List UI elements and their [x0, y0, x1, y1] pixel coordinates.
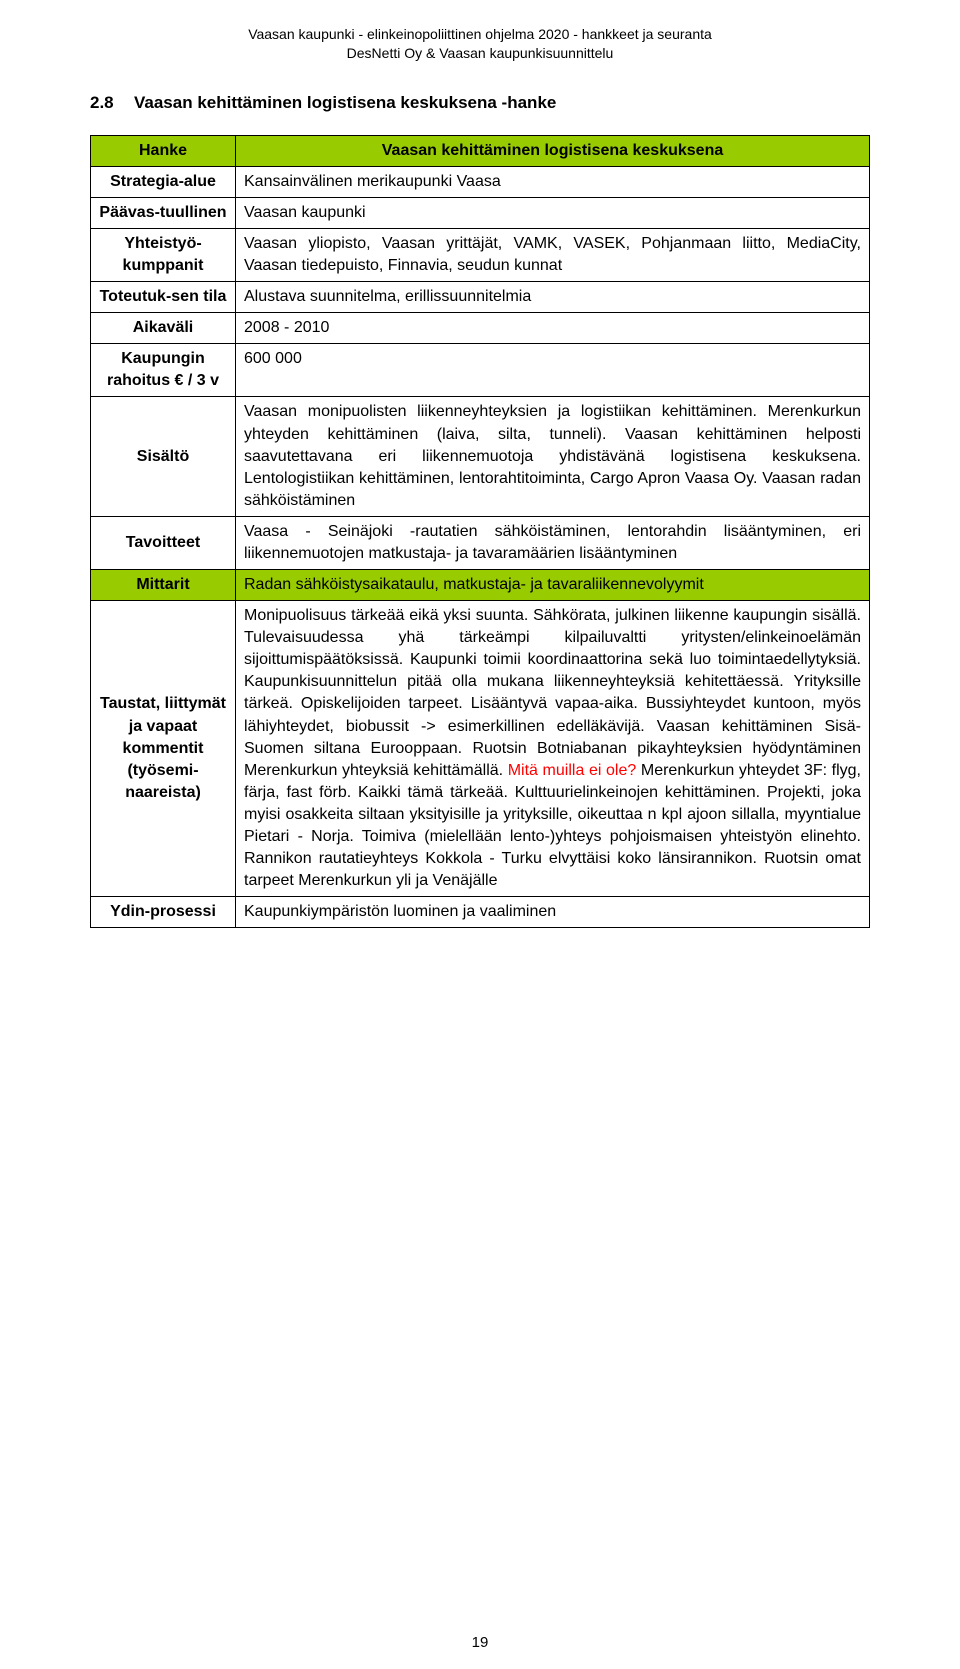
row-value: Vaasan kaupunki: [236, 197, 870, 228]
row-value: Vaasan monipuolisten liikenneyhteyksien …: [236, 397, 870, 516]
table-row: Päävas-tuullinenVaasan kaupunki: [91, 197, 870, 228]
row-value: Vaasa - Seinäjoki -rautatien sähköistämi…: [236, 516, 870, 569]
table-row: Yhteistyö-kumppanitVaasan yliopisto, Vaa…: [91, 229, 870, 282]
table-row: Aikaväli2008 - 2010: [91, 313, 870, 344]
row-label: Tavoitteet: [91, 516, 236, 569]
row-value-text: Monipuolisuus tärkeää eikä yksi suunta. …: [244, 607, 861, 779]
row-label: Päävas-tuullinen: [91, 197, 236, 228]
row-label: Ydin-prosessi: [91, 897, 236, 928]
page-number: 19: [0, 1634, 960, 1651]
row-label: Taustat, liittymät ja vapaat kommentit (…: [91, 601, 236, 897]
table-row: Toteutuk-sen tilaAlustava suunnitelma, e…: [91, 282, 870, 313]
row-value: Radan sähköistysaikataulu, matkustaja- j…: [236, 570, 870, 601]
section-heading: 2.8 Vaasan kehittäminen logistisena kesk…: [90, 93, 870, 113]
row-value-text-after: Merenkurkun yhteydet 3F: flyg, färja, fa…: [244, 762, 861, 889]
document-page: Vaasan kaupunki - elinkeinopoliittinen o…: [0, 0, 960, 1669]
row-value-question: Mitä muilla ei ole?: [508, 762, 637, 779]
info-table: HankeVaasan kehittäminen logistisena kes…: [90, 135, 870, 928]
row-value: Kaupunkiympäristön luominen ja vaalimine…: [236, 897, 870, 928]
section-number: 2.8: [90, 93, 134, 113]
table-row: TavoitteetVaasa - Seinäjoki -rautatien s…: [91, 516, 870, 569]
row-label: Toteutuk-sen tila: [91, 282, 236, 313]
page-header: Vaasan kaupunki - elinkeinopoliittinen o…: [90, 25, 870, 63]
header-line-1: Vaasan kaupunki - elinkeinopoliittinen o…: [90, 25, 870, 44]
row-value: Vaasan yliopisto, Vaasan yrittäjät, VAMK…: [236, 229, 870, 282]
info-table-body: HankeVaasan kehittäminen logistisena kes…: [91, 135, 870, 927]
row-value: 2008 - 2010: [236, 313, 870, 344]
table-row: Strategia-alueKansainvälinen merikaupunk…: [91, 166, 870, 197]
row-value: Vaasan kehittäminen logistisena keskukse…: [236, 135, 870, 166]
row-label: Aikaväli: [91, 313, 236, 344]
row-label: Mittarit: [91, 570, 236, 601]
row-value: Alustava suunnitelma, erillissuunnitelmi…: [236, 282, 870, 313]
row-label: Strategia-alue: [91, 166, 236, 197]
table-row: Taustat, liittymät ja vapaat kommentit (…: [91, 601, 870, 897]
table-row: SisältöVaasan monipuolisten liikenneyhte…: [91, 397, 870, 516]
table-row: MittaritRadan sähköistysaikataulu, matku…: [91, 570, 870, 601]
row-label: Hanke: [91, 135, 236, 166]
row-label: Kaupungin rahoitus € / 3 v: [91, 344, 236, 397]
header-line-2: DesNetti Oy & Vaasan kaupunkisuunnittelu: [90, 44, 870, 63]
row-label: Yhteistyö-kumppanit: [91, 229, 236, 282]
table-row: Ydin-prosessiKaupunkiympäristön luominen…: [91, 897, 870, 928]
row-label: Sisältö: [91, 397, 236, 516]
row-value: Monipuolisuus tärkeää eikä yksi suunta. …: [236, 601, 870, 897]
table-row: Kaupungin rahoitus € / 3 v600 000: [91, 344, 870, 397]
section-title: Vaasan kehittäminen logistisena keskukse…: [134, 93, 556, 113]
row-value: Kansainvälinen merikaupunki Vaasa: [236, 166, 870, 197]
table-row: HankeVaasan kehittäminen logistisena kes…: [91, 135, 870, 166]
row-value: 600 000: [236, 344, 870, 397]
